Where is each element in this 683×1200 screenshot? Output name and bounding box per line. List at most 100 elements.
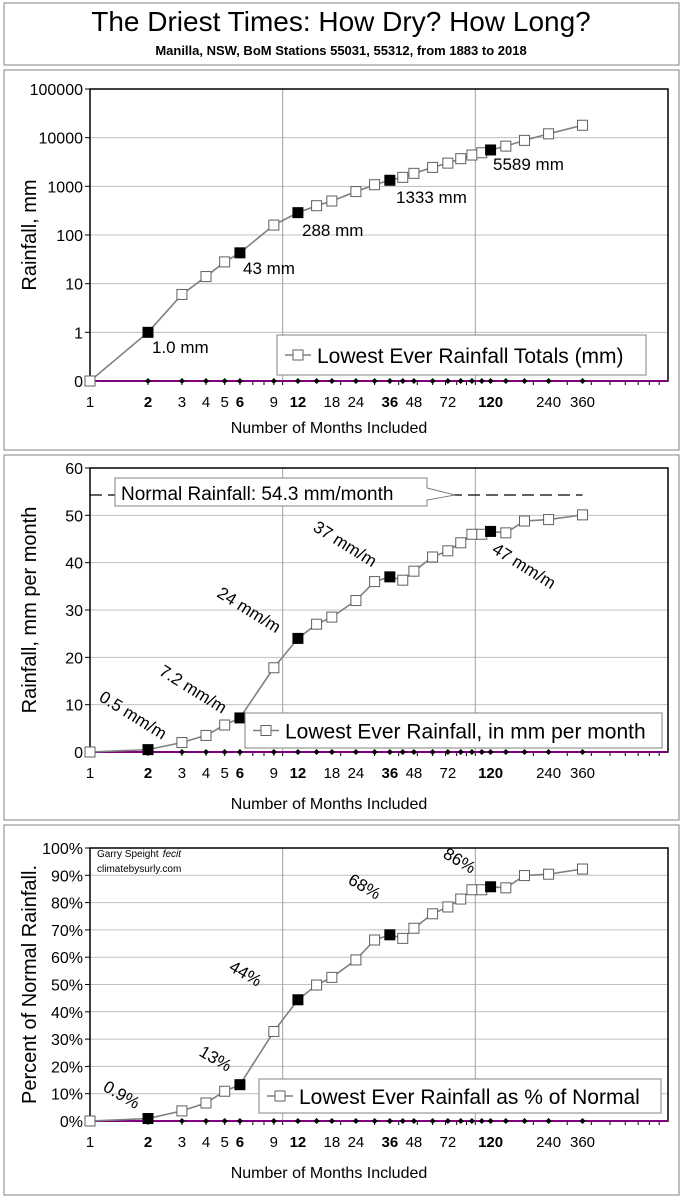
x-tick-label: 72: [440, 1134, 457, 1151]
data-point: [543, 514, 555, 526]
y-tick-label: 10%: [51, 1087, 83, 1104]
baseline-marker: [579, 378, 586, 384]
highlight-point: [142, 1113, 154, 1125]
baseline-marker: [236, 1118, 243, 1124]
highlight-point: [485, 144, 497, 156]
data-point: [442, 545, 454, 557]
baseline-marker: [468, 749, 475, 755]
x-axis-label: Number of Months Included: [231, 1165, 428, 1182]
data-point: [519, 515, 531, 527]
data-point: [311, 200, 323, 212]
data-point: [397, 171, 409, 183]
baseline-marker: [386, 1118, 393, 1124]
y-tick-label: 30%: [51, 1032, 83, 1049]
baseline-marker: [202, 749, 209, 755]
x-tick-label: 48: [406, 1134, 423, 1151]
baseline-marker: [202, 378, 209, 384]
data-point: [369, 179, 381, 191]
highlight-point: [292, 994, 304, 1006]
y-tick-label: 40%: [51, 1005, 83, 1022]
data-point: [519, 134, 531, 146]
data-point: [408, 922, 420, 934]
data-label: 1.0 mm: [152, 338, 209, 357]
x-tick-label: 5: [220, 765, 228, 782]
baseline-marker: [545, 378, 552, 384]
highlight-point: [292, 207, 304, 219]
highlight-point: [384, 174, 396, 186]
data-label: 1333 mm: [396, 188, 467, 207]
x-tick-label: 9: [270, 394, 278, 411]
baseline-marker: [429, 1118, 436, 1124]
baseline-marker: [410, 378, 417, 384]
baseline-marker: [178, 1118, 185, 1124]
baseline-marker: [313, 749, 320, 755]
data-point: [455, 537, 467, 549]
x-tick-label: 5: [220, 394, 228, 411]
data-point: [369, 934, 381, 946]
x-tick-label: 72: [440, 765, 457, 782]
legend: [258, 1078, 662, 1114]
baseline-marker: [270, 749, 277, 755]
data-point: [219, 719, 231, 731]
baseline-marker: [444, 749, 451, 755]
highlight-point: [384, 929, 396, 941]
legend: [244, 712, 663, 749]
x-tick-label: 24: [348, 765, 365, 782]
baseline-marker: [502, 1118, 509, 1124]
baseline-marker: [294, 1118, 301, 1124]
baseline-marker: [487, 1118, 494, 1124]
y-tick-label: 100: [56, 228, 83, 245]
highlight-point: [142, 744, 154, 756]
baseline-marker: [429, 749, 436, 755]
y-tick-label: 70%: [51, 923, 83, 940]
baseline-marker: [457, 1118, 464, 1124]
x-tick-label: 36: [382, 765, 399, 782]
data-point: [84, 746, 96, 758]
credit-author: Garry Speight: [97, 849, 159, 860]
x-tick-label: 240: [536, 765, 561, 782]
baseline-marker: [457, 378, 464, 384]
data-point: [326, 971, 338, 983]
baseline-marker: [521, 1118, 528, 1124]
highlight-point: [234, 1079, 246, 1091]
data-point: [176, 1105, 188, 1117]
y-tick-label: 0%: [60, 1114, 83, 1131]
data-point: [500, 527, 512, 539]
data-point: [442, 901, 454, 913]
baseline-marker: [352, 1118, 359, 1124]
y-tick-label: 100000: [30, 82, 83, 99]
data-point: [326, 195, 338, 207]
data-point: [466, 149, 478, 161]
data-point: [455, 893, 467, 905]
y-tick-label: 10000: [39, 131, 84, 148]
baseline-marker: [371, 1118, 378, 1124]
y-tick-label: 30: [65, 603, 83, 620]
data-point: [397, 574, 409, 586]
highlight-point: [234, 247, 246, 259]
baseline-marker: [328, 749, 335, 755]
data-label: 5589 mm: [493, 155, 564, 174]
chart-subtitle: Manilla, NSW, BoM Stations 55031, 55312,…: [155, 43, 526, 58]
x-tick-label: 12: [290, 1134, 307, 1151]
baseline-marker: [313, 378, 320, 384]
y-tick-label: 1: [74, 325, 83, 342]
baseline-marker: [410, 749, 417, 755]
legend-marker-icon: [274, 1090, 286, 1102]
data-point: [466, 528, 478, 540]
x-tick-label: 2: [144, 1134, 152, 1151]
baseline-marker: [386, 378, 393, 384]
x-tick-label: 24: [348, 394, 365, 411]
baseline-marker: [487, 378, 494, 384]
data-point: [200, 1097, 212, 1109]
data-point: [350, 954, 362, 966]
data-point: [500, 140, 512, 152]
data-point: [519, 870, 531, 882]
baseline-marker: [478, 1118, 485, 1124]
baseline-marker: [178, 378, 185, 384]
x-tick-label: 3: [178, 765, 186, 782]
x-tick-label: 4: [202, 1134, 210, 1151]
baseline-marker: [236, 749, 243, 755]
baseline-marker: [579, 749, 586, 755]
data-point: [200, 271, 212, 283]
